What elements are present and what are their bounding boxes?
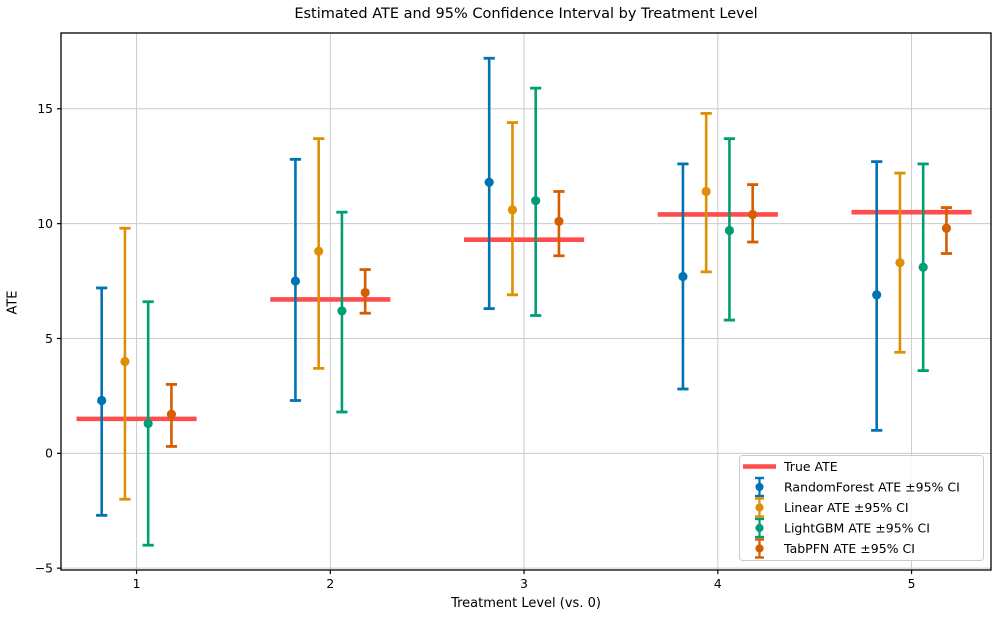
ate-point	[678, 271, 688, 282]
legend-label-series: LightGBM ATE ±95% CI	[784, 520, 930, 535]
ate-point	[748, 209, 758, 220]
ate-point	[918, 262, 928, 272]
series-linear	[119, 111, 906, 501]
ate-point	[531, 196, 541, 206]
ate-point	[290, 276, 301, 286]
series-lightgbm	[142, 86, 929, 547]
ate-point	[484, 177, 494, 187]
ate-point	[554, 216, 564, 226]
ate-point	[143, 418, 153, 429]
x-axis-label: Treatment Level (vs. 0)	[451, 596, 601, 611]
ate-point	[507, 205, 518, 215]
y-tick-label: 10	[37, 217, 53, 231]
legend-label-true-ate: True ATE	[783, 459, 838, 474]
legend-errorbar-icon	[755, 544, 764, 553]
ate-point	[120, 356, 130, 367]
ate-point	[895, 258, 905, 268]
ate-point	[360, 287, 370, 298]
ate-point	[97, 395, 107, 406]
chart-title: Estimated ATE and 95% Confidence Interva…	[294, 6, 758, 22]
legend-errorbar-icon	[755, 503, 764, 512]
x-tick-label: 3	[520, 577, 528, 591]
y-tick-label: 15	[37, 102, 53, 116]
y-tick-label: 5	[45, 332, 53, 346]
x-tick-label: 4	[714, 577, 722, 591]
y-tick-label: 0	[45, 447, 53, 461]
x-tick-label: 2	[326, 577, 334, 591]
ate-point	[724, 225, 735, 236]
legend-box	[739, 455, 984, 561]
legend-label-series: Linear ATE ±95% CI	[784, 500, 909, 515]
ate-point	[314, 246, 324, 256]
axes-frame	[60, 32, 992, 571]
series-randomforest	[96, 56, 883, 517]
legend-label-series: RandomForest ATE ±95% CI	[784, 479, 960, 494]
ate-point	[337, 306, 347, 316]
legend-label-series: TabPFN ATE ±95% CI	[783, 541, 915, 556]
x-tick-label: 1	[133, 577, 141, 591]
ate-point	[701, 186, 711, 197]
y-tick-label: −5	[35, 561, 53, 575]
series-tabpfn	[165, 183, 953, 448]
ate-point	[941, 223, 952, 233]
x-tick-label: 5	[908, 577, 916, 591]
ate-point	[872, 290, 882, 300]
legend-errorbar-icon	[755, 523, 764, 533]
legend: True ATE RandomForest ATE ±95% CI Linear A…	[739, 455, 984, 561]
ate-point	[166, 409, 177, 419]
legend-errorbar-icon	[755, 482, 764, 492]
